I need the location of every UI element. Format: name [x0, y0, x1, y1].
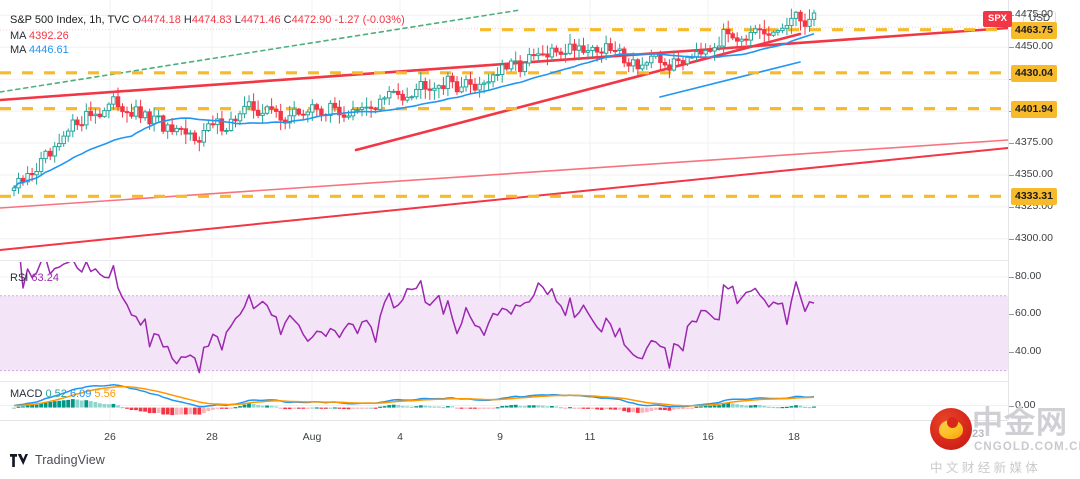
rsi-label: RSI	[10, 272, 29, 284]
rsi-pane[interactable]	[0, 262, 1008, 380]
price-scale[interactable]: USD 4475.004450.004425.004400.004375.004…	[983, 0, 1080, 420]
macd-value-macd: 6.09	[69, 388, 92, 400]
ohlc-close-label: C	[283, 14, 292, 26]
ma-legend-row-1: MA 4392.26	[10, 29, 405, 43]
ma1-value: 4392.26	[28, 30, 69, 42]
price-tick-mark	[1009, 206, 1014, 208]
price-tick-label: 4375.00	[1015, 136, 1053, 148]
symbol-legend-row: S&P 500 Index, 1h, TVC O4474.18 H4474.83…	[10, 13, 405, 27]
price-tick-label: 4450.00	[1015, 40, 1053, 53]
ohlc-low-label: L	[234, 14, 241, 26]
rsi-tick-mark	[1009, 277, 1014, 278]
change-value: -1.27	[334, 14, 360, 26]
pane-divider-rsi	[0, 260, 1008, 261]
macd-pane[interactable]	[0, 382, 1008, 420]
cngold-logo-icon	[930, 408, 972, 450]
time-tick-label: 4	[397, 431, 403, 443]
time-tick-label: 9	[497, 431, 503, 443]
macd-tick-label: 0.00	[1015, 398, 1036, 411]
rsi-value: 63.24	[31, 272, 59, 284]
time-scale[interactable]: 26 28 Aug 4 9 11 16 18	[0, 420, 1008, 451]
rsi-pane-canvas	[0, 262, 1008, 380]
price-tick-mark	[1009, 47, 1014, 49]
ohlc-close-value: 4472.90	[291, 14, 332, 26]
time-tick-label: 11	[584, 431, 596, 443]
macd-label: MACD	[10, 388, 43, 400]
rsi-tick-label: 60.00	[1015, 307, 1042, 320]
rsi-tick-label: 40.00	[1015, 344, 1042, 357]
price-tick-mark	[1009, 143, 1014, 144]
ohlc-open-value: 4474.18	[141, 14, 181, 26]
rsi-legend: RSI 63.24	[10, 272, 59, 284]
macd-tick-mark	[1009, 405, 1014, 407]
macd-value-hist: 0.52	[45, 388, 67, 400]
rsi-tick-mark	[1009, 314, 1014, 316]
price-tick-mark	[1009, 238, 1014, 240]
ma2-value: 4446.61	[28, 44, 69, 56]
price-legend: S&P 500 Index, 1h, TVC O4474.18 H4474.83…	[10, 13, 405, 57]
ohlc-high-label: H	[183, 14, 192, 26]
ma-legend-row-2: MA 4446.61	[10, 43, 405, 57]
time-tick-label: 28	[206, 431, 218, 443]
price-tick-label: 4350.00	[1015, 168, 1053, 180]
watermark-badge-number: 23	[972, 428, 985, 440]
tradingview-footer[interactable]: TradingView	[10, 453, 105, 467]
change-percent: (-0.03%)	[362, 14, 405, 26]
price-tick-label: 4300.00	[1015, 231, 1053, 244]
macd-pane-canvas	[0, 382, 1008, 420]
macd-value-signal: 5.56	[94, 388, 116, 400]
watermark-cn-name: 中金网	[972, 405, 1068, 441]
tradingview-logo-icon	[10, 453, 28, 467]
ohlc-high-value: 4474.83	[191, 14, 232, 26]
price-level-badge[interactable]: 4401.94	[1011, 100, 1057, 118]
price-pane[interactable]	[0, 0, 1008, 258]
ma2-label: MA	[10, 44, 26, 56]
symbol-price-badge[interactable]: SPX	[983, 11, 1013, 27]
price-level-badge[interactable]: 4333.31	[1011, 188, 1057, 206]
price-level-badge[interactable]: 4463.75	[1011, 21, 1057, 39]
ma1-label: MA	[10, 30, 26, 42]
time-tick-label: 26	[104, 431, 116, 443]
time-tick-label: 18	[788, 431, 800, 443]
ohlc-open-label: O	[132, 14, 142, 26]
watermark-slogan: 中文财经新媒体	[930, 460, 1042, 475]
rsi-tick-label: 80.00	[1015, 270, 1042, 282]
macd-legend: MACD 0.52 6.09 5.56	[10, 388, 116, 400]
price-pane-canvas	[0, 0, 1008, 258]
cngold-watermark: 23 中金网 CNGOLD.COM.CN 中文财经新媒体	[928, 404, 1080, 476]
time-tick-label: Aug	[302, 431, 322, 443]
ohlc-low-value: 4471.46	[240, 14, 281, 26]
rsi-tick-mark	[1009, 351, 1014, 353]
watermark-domain: CNGOLD.COM.CN	[974, 441, 1080, 453]
price-level-badge[interactable]: 4430.04	[1011, 64, 1057, 82]
symbol-title[interactable]: S&P 500 Index, 1h, TVC	[10, 14, 130, 26]
price-tick-mark	[1009, 175, 1014, 176]
tradingview-brand-label: TradingView	[35, 453, 105, 467]
price-tick-label: 4475.00	[1015, 8, 1053, 21]
pane-divider-macd	[0, 381, 1008, 382]
time-tick-label: 16	[702, 431, 714, 443]
